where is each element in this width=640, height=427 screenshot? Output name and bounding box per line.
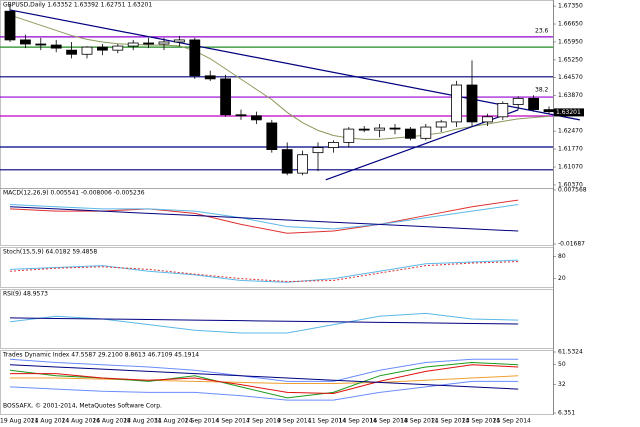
panel-title: MACD(12,26,9) 0.005541 -0.008006 -0.0052… [3, 190, 145, 197]
candle-body [204, 75, 216, 80]
last-price-box [554, 108, 584, 117]
x-tick-label: 19 Aug 2014 [0, 418, 39, 425]
x-tick-label: 26 Aug 2014 [92, 418, 131, 425]
y-tick-label: 1.65950 [558, 38, 583, 45]
indicator-line [9, 206, 519, 232]
x-tick-label: 18 Sep 2014 [400, 418, 438, 425]
candle-body [389, 127, 401, 130]
x-tick-label: 28 Aug 2014 [123, 418, 162, 425]
candle-body [173, 39, 185, 43]
candle-body [158, 41, 170, 45]
x-tick-label: 4 Sep 2014 [216, 418, 250, 425]
candle-body [528, 97, 539, 111]
candle-body [112, 45, 124, 51]
x-tick-label: 24 Aug 2014 [62, 418, 101, 425]
x-tick-label: 16 Sep 2014 [370, 418, 408, 425]
candle-body [266, 122, 278, 150]
candle-body [250, 115, 262, 121]
candle-body [235, 114, 247, 117]
y-tick-label: 0.007568 [558, 187, 587, 194]
candle-body [97, 46, 108, 51]
annotation: 23.6 [535, 28, 549, 35]
copyright: BOSSAFX, © 2001-2014, MetaQuotes Softwar… [3, 403, 162, 410]
y-tick-label: 32 [558, 381, 566, 388]
trendline [9, 9, 580, 121]
y-tick-label: 1.61070 [558, 164, 583, 171]
candle-body [466, 84, 478, 123]
panel-title: Stoch(15,5,9) 64.0182 59.4858 [3, 249, 97, 256]
panel-title: Trades Dynamic Index 47.5587 29.2100 8.8… [2, 352, 199, 359]
x-tick-label: 11 Sep 2014 [308, 418, 346, 425]
candle-body [281, 149, 293, 174]
candle-body [451, 84, 463, 123]
annotation: 38.2 [535, 87, 549, 94]
indicator-line [9, 261, 519, 283]
candle-body [81, 46, 93, 55]
indicator-line [9, 364, 519, 390]
y-tick-label: 1.62470 [558, 128, 583, 135]
candle-body [35, 43, 47, 46]
candle-body [66, 49, 77, 55]
y-tick-label: 1.64570 [558, 74, 583, 81]
candle-body [358, 128, 370, 131]
x-tick-label: 14 Sep 2014 [339, 418, 377, 425]
y-tick-label: 1.63870 [558, 92, 583, 99]
indicator-line [9, 259, 519, 283]
x-tick-label: 9 Sep 2014 [277, 418, 311, 425]
candle-body [404, 128, 416, 139]
y-tick-label: 61.5324 [558, 349, 583, 356]
candle-body [189, 39, 201, 77]
candle-body [220, 78, 232, 116]
candle-body [543, 109, 555, 113]
candle-body [374, 127, 386, 131]
x-tick-label: 21 Sep 2014 [431, 418, 469, 425]
x-tick-label: 31 Aug 2014 [154, 418, 193, 425]
indicator-line [9, 358, 519, 382]
x-tick-label: 23 Sep 2014 [462, 418, 500, 425]
candle-body [497, 103, 509, 118]
indicator-line [9, 204, 519, 230]
candle-body [420, 126, 432, 139]
candle-body [297, 154, 309, 174]
x-tick-label: 2 Sep 2014 [185, 418, 219, 425]
y-tick-label: 1.60370 [558, 181, 583, 188]
y-tick-label: 1.61770 [558, 146, 583, 153]
y-tick-label: 1.67350 [558, 3, 583, 10]
y-tick-label: 1.65250 [558, 56, 583, 63]
indicator-line [9, 317, 519, 325]
y-tick-label: -0.01687 [558, 241, 585, 248]
x-tick-label: 7 Sep 2014 [246, 418, 280, 425]
y-tick-label: 50 [558, 361, 566, 368]
candle-body [312, 147, 324, 154]
y-tick-label: 80 [558, 253, 566, 260]
panel-title: RSI(9) 48.9573 [3, 291, 48, 298]
candle-body [4, 10, 16, 41]
indicator-line [10, 375, 519, 385]
candle-body [127, 42, 139, 47]
candle-body [343, 128, 355, 143]
candle-body [143, 42, 155, 45]
candle-body [19, 39, 31, 45]
y-tick-label: 1.66650 [558, 21, 583, 28]
x-tick-label: 21 Aug 2014 [31, 418, 70, 425]
panel-title: GBPUSD,Daily 1.63352 1.63392 1.62751 1.6… [3, 2, 152, 9]
candle-body [481, 116, 493, 123]
candle-body [435, 121, 447, 128]
last-price-label: 1.63201 [556, 109, 581, 116]
y-tick-label: 6.351 [558, 410, 575, 417]
candle-body [50, 44, 62, 49]
indicator-line [9, 380, 519, 401]
candle-body [327, 142, 339, 148]
moving-average [9, 14, 550, 140]
x-tick-label: 25 Sep 2014 [493, 418, 531, 425]
indicator-line [10, 364, 519, 394]
candle-body [512, 97, 524, 105]
y-tick-label: 20 [558, 275, 566, 282]
